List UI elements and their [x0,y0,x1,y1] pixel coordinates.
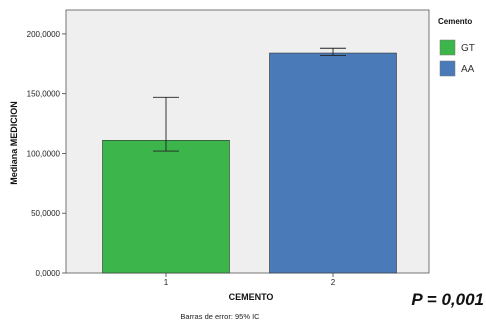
legend-swatch-aa [439,60,456,77]
bar-1 [102,140,230,274]
y-tick-label: 100,0000 [27,149,61,158]
legend-label-gt: GT [461,43,475,54]
y-tick-label: 200,0000 [27,30,61,39]
error-bars [153,47,346,152]
bars [102,52,397,274]
x-tick-label: 1 [164,278,169,287]
x-axis-title: CEMENTO [229,292,274,302]
legend-title: Cemento [438,17,472,26]
x-tick-label: 2 [331,278,336,287]
legend-label-aa: AA [461,64,475,75]
y-axis: 0,0000 50,0000 100,0000 150,0000 200,0000 [27,30,66,278]
y-tick-label: 150,0000 [27,90,61,99]
p-value-annotation: P = 0,001 [411,290,484,309]
y-axis-title: Mediana MEDICION [9,101,19,185]
footnote: Barras de error: 95% IC [180,312,260,321]
bar-2 [269,52,397,274]
y-tick-label: 0,0000 [36,269,61,278]
y-tick-label: 50,0000 [31,209,60,218]
legend: Cemento GT AA [438,17,475,77]
legend-swatch-gt [439,39,456,56]
